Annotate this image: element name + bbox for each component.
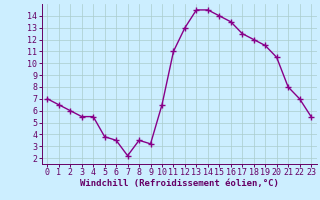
X-axis label: Windchill (Refroidissement éolien,°C): Windchill (Refroidissement éolien,°C) — [80, 179, 279, 188]
